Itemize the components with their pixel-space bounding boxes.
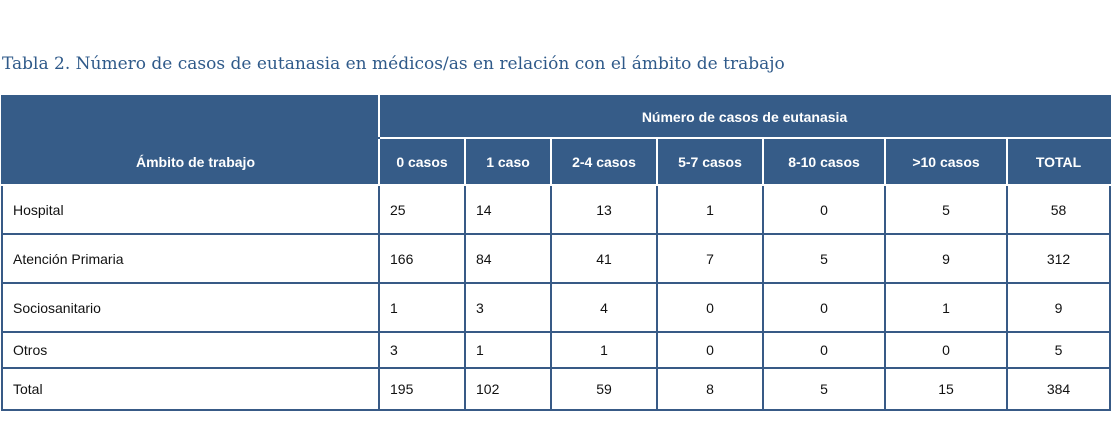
column-header: 8-10 casos: [762, 137, 886, 186]
header-columns-row: Ámbito de trabajo 0 casos 1 caso 2-4 cas…: [1, 137, 1111, 186]
cell-value: 0: [656, 331, 764, 369]
cell-value: 7: [656, 233, 764, 284]
header-group-row: Número de casos de eutanasia: [1, 95, 1111, 139]
row-label: Otros: [1, 331, 380, 369]
header-row-label: Ámbito de trabajo: [1, 137, 380, 186]
row-label: Atención Primaria: [1, 233, 380, 284]
cell-value: 5: [884, 184, 1008, 235]
cell-value: 1: [884, 282, 1008, 333]
cell-value: 0: [762, 282, 886, 333]
row-label: Sociosanitario: [1, 282, 380, 333]
cell-value: 41: [550, 233, 658, 284]
cell-value: 312: [1005, 233, 1111, 284]
table-row: Hospital 25 14 13 1 0 5 58: [1, 184, 1111, 235]
cell-value: 3: [464, 282, 552, 333]
cell-value: 195: [378, 367, 466, 411]
cell-value: 59: [550, 367, 658, 411]
cell-value: 0: [762, 184, 886, 235]
table-row: Sociosanitario 1 3 4 0 0 1 9: [1, 282, 1111, 333]
row-label: Total: [1, 367, 380, 411]
cell-value: 8: [656, 367, 764, 411]
cell-value: 0: [884, 331, 1008, 369]
cell-value: 1: [656, 184, 764, 235]
cell-value: 3: [378, 331, 466, 369]
column-header: 1 caso: [464, 137, 552, 186]
cell-value: 5: [762, 233, 886, 284]
row-label: Hospital: [1, 184, 380, 235]
cell-value: 58: [1005, 184, 1111, 235]
table-row-total: Total 195 102 59 8 5 15 384: [1, 367, 1111, 411]
caption-text: Número de casos de eutanasia en médicos/…: [75, 54, 785, 74]
table-row: Otros 3 1 1 0 0 0 5: [1, 331, 1111, 369]
cell-value: 84: [464, 233, 552, 284]
cell-value: 14: [464, 184, 552, 235]
cell-value: 25: [378, 184, 466, 235]
cell-value: 9: [1005, 282, 1111, 333]
cases-table: Número de casos de eutanasia Ámbito de t…: [1, 95, 1111, 411]
table-caption: Tabla 2. Número de casos de eutanasia en…: [2, 54, 785, 74]
column-header: TOTAL: [1005, 137, 1111, 186]
cell-value: 4: [550, 282, 658, 333]
header-blank-cell: [1, 95, 380, 139]
cell-value: 9: [884, 233, 1008, 284]
cell-value: 13: [550, 184, 658, 235]
cell-value: 166: [378, 233, 466, 284]
cell-value: 384: [1005, 367, 1111, 411]
cell-value: 1: [378, 282, 466, 333]
cell-value: 5: [762, 367, 886, 411]
cell-value: 15: [884, 367, 1008, 411]
cell-value: 5: [1005, 331, 1111, 369]
table-row: Atención Primaria 166 84 41 7 5 9 312: [1, 233, 1111, 284]
column-header: >10 casos: [884, 137, 1008, 186]
column-header: 5-7 casos: [656, 137, 764, 186]
cell-value: 0: [762, 331, 886, 369]
header-group-cell: Número de casos de eutanasia: [377, 95, 1111, 139]
cell-value: 102: [464, 367, 552, 411]
cell-value: 1: [464, 331, 552, 369]
caption-label: Tabla 2.: [2, 54, 71, 74]
cell-value: 0: [656, 282, 764, 333]
column-header: 0 casos: [378, 137, 466, 186]
column-header: 2-4 casos: [550, 137, 658, 186]
cell-value: 1: [550, 331, 658, 369]
